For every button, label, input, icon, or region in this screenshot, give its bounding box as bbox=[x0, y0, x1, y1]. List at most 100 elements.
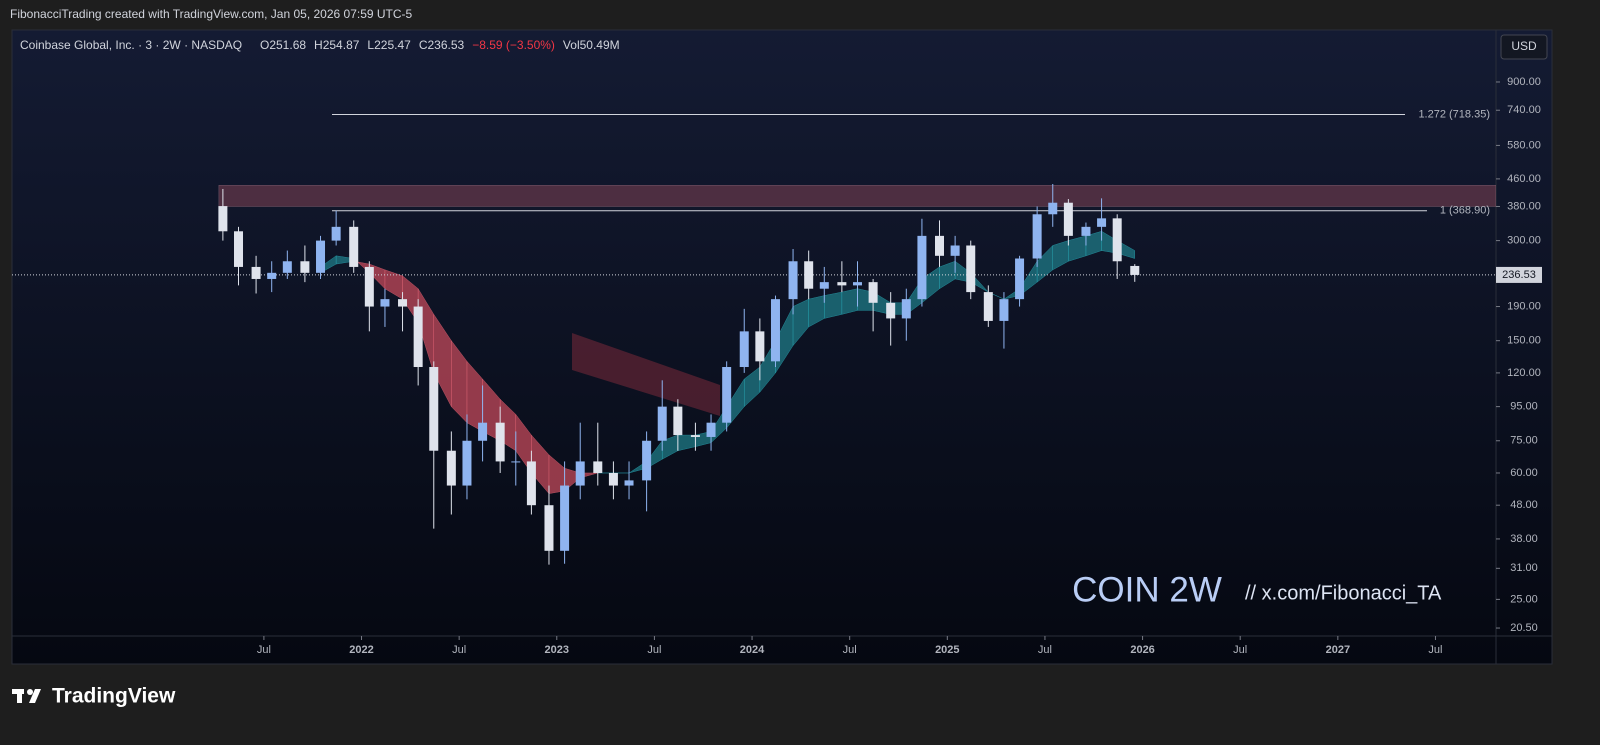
candle-body bbox=[398, 299, 408, 307]
candle-body bbox=[1130, 265, 1140, 275]
candle-body bbox=[349, 226, 359, 267]
x-tick-label: 2026 bbox=[1130, 644, 1154, 656]
x-tick-label: 2022 bbox=[349, 644, 373, 656]
candle-body bbox=[819, 282, 829, 289]
chart-title: Coinbase Global, Inc. · 3 · 2W · NASDAQ bbox=[20, 38, 242, 52]
ema-ribbon bbox=[841, 288, 858, 315]
candle-body bbox=[462, 440, 472, 486]
candle-body bbox=[218, 206, 228, 232]
y-tick-label: 580.00 bbox=[1507, 139, 1541, 151]
candle-body bbox=[1032, 214, 1042, 259]
y-tick-label: 95.00 bbox=[1510, 401, 1538, 413]
plot bbox=[12, 114, 1496, 565]
candle-body bbox=[364, 266, 374, 307]
candle-body bbox=[624, 480, 634, 486]
last-price-box bbox=[1496, 266, 1542, 283]
candle-body bbox=[788, 261, 798, 300]
candle-body bbox=[770, 299, 780, 362]
candle-body bbox=[575, 461, 585, 486]
fib-label: 1 (368.90) bbox=[1440, 205, 1490, 217]
y-tick-label: 190.00 bbox=[1507, 300, 1541, 312]
candle-body bbox=[234, 231, 244, 267]
y-tick-label: 20.50 bbox=[1510, 622, 1538, 634]
y-tick-label: 150.00 bbox=[1507, 335, 1541, 347]
watermark-sub: // x.com/Fibonacci_TA bbox=[1245, 582, 1442, 604]
candle-body bbox=[755, 331, 765, 362]
ohlc-value: O251.68 bbox=[260, 38, 306, 52]
candle-body bbox=[544, 505, 554, 551]
x-tick-label: Jul bbox=[452, 644, 466, 656]
y-tick-label: 740.00 bbox=[1507, 104, 1541, 116]
candle-body bbox=[446, 450, 456, 486]
candle-body bbox=[935, 235, 944, 256]
y-tick-label: 300.00 bbox=[1507, 235, 1541, 247]
candle-body bbox=[966, 245, 976, 293]
candle-body bbox=[560, 485, 570, 551]
candle-body bbox=[642, 440, 652, 481]
brand-logo bbox=[12, 689, 41, 703]
y-tick-label: 75.00 bbox=[1510, 435, 1538, 447]
currency-button[interactable] bbox=[1500, 34, 1548, 60]
candle-body bbox=[657, 406, 667, 441]
candle-body bbox=[380, 299, 390, 307]
candle-body bbox=[282, 261, 292, 273]
x-tick-label: 2024 bbox=[740, 644, 765, 656]
y-tick-label: 120.00 bbox=[1507, 367, 1541, 379]
axes: 20.50 25.00 31.00 38.00 48.00 60.00 75.00 95.00… bbox=[257, 76, 1542, 656]
candle-body bbox=[478, 422, 488, 441]
resistance-zone bbox=[218, 185, 1496, 207]
candle-body bbox=[804, 261, 814, 289]
candle-body bbox=[511, 461, 521, 463]
ohlc-legend: O251.68 H254.87 L225.47 C236.53 −8.59 (−3.50… bbox=[260, 38, 620, 52]
x-tick-label: Jul bbox=[647, 644, 661, 656]
x-tick-label: 2023 bbox=[545, 644, 569, 656]
candle-body bbox=[413, 306, 423, 368]
candle-body bbox=[722, 367, 732, 423]
htf-ribbon bbox=[572, 333, 720, 416]
candle-body bbox=[267, 272, 277, 279]
x-tick-label: 2027 bbox=[1326, 644, 1350, 656]
candle-body bbox=[1063, 202, 1073, 236]
candle-body bbox=[316, 240, 326, 273]
candle-body bbox=[1015, 258, 1025, 300]
candle-body bbox=[593, 461, 603, 473]
fib-label: 1.272 (718.35) bbox=[1418, 108, 1490, 120]
candle-body bbox=[852, 282, 862, 286]
last-price-label: 236.53 bbox=[1502, 269, 1536, 281]
ohlc-value: H254.87 bbox=[314, 38, 360, 52]
y-tick-label: 60.00 bbox=[1510, 467, 1538, 479]
x-tick-label: Jul bbox=[843, 644, 857, 656]
x-tick-label: Jul bbox=[1038, 644, 1052, 656]
y-tick-label: 380.00 bbox=[1507, 200, 1541, 212]
candle-body bbox=[739, 331, 749, 368]
y-tick-label: 900.00 bbox=[1507, 76, 1541, 88]
candle-body bbox=[429, 367, 439, 451]
watermark: COIN 2W bbox=[1072, 570, 1222, 609]
candle-body bbox=[837, 282, 847, 286]
x-tick-label: 2025 bbox=[935, 644, 959, 656]
ohlc-value: −8.59 (−3.50%) bbox=[472, 38, 555, 52]
candle-body bbox=[526, 461, 536, 506]
candle-body bbox=[983, 292, 993, 321]
x-tick-label: Jul bbox=[1233, 644, 1247, 656]
candle-body bbox=[917, 235, 927, 300]
candle-body bbox=[1081, 226, 1091, 236]
candle-body bbox=[950, 245, 960, 256]
y-tick-label: 38.00 bbox=[1510, 533, 1538, 545]
attribution: FibonacciTrading created with TradingVie… bbox=[10, 7, 413, 21]
candle-body bbox=[999, 299, 1009, 321]
currency: USD bbox=[1511, 39, 1537, 53]
candle-body bbox=[706, 422, 716, 437]
candle-body bbox=[300, 261, 310, 273]
y-tick-label: 460.00 bbox=[1507, 173, 1541, 185]
candle-body bbox=[1112, 218, 1122, 262]
brand: TradingView bbox=[52, 685, 176, 708]
ohlc-value: Vol50.49M bbox=[563, 38, 620, 52]
candle-body bbox=[1048, 202, 1058, 215]
candle-body bbox=[886, 302, 896, 319]
x-tick-label: Jul bbox=[257, 644, 271, 656]
ohlc-value: C236.53 bbox=[419, 38, 465, 52]
x-tick-label: Jul bbox=[1428, 644, 1442, 656]
ema-ribbon bbox=[824, 291, 843, 319]
